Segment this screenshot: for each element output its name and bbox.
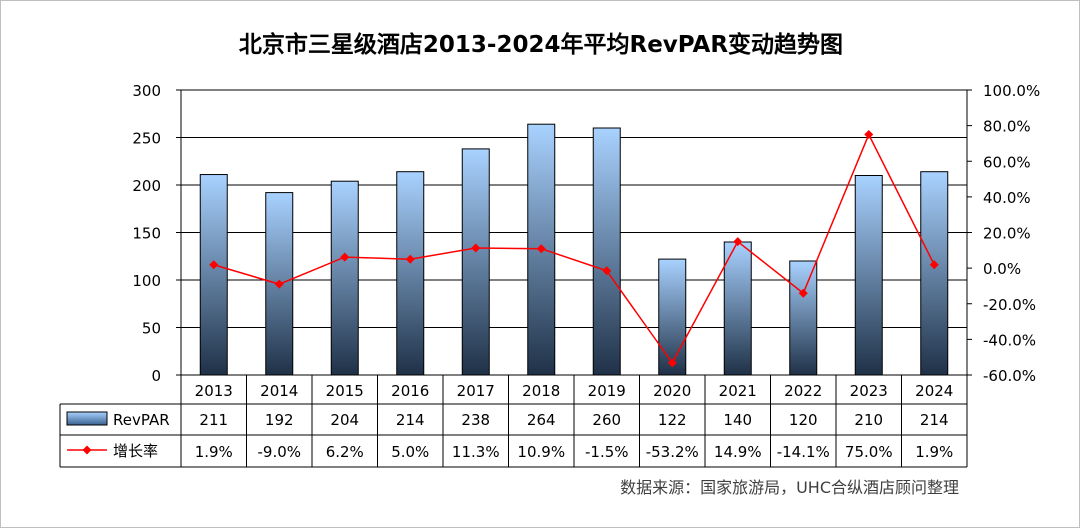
y-right-tick-label: 20.0%: [983, 225, 1031, 243]
revpar-data-label: 214: [920, 411, 949, 429]
growth-data-label: 6.2%: [326, 443, 364, 461]
y-right-tick-label: 80.0%: [983, 118, 1031, 136]
x-tick-label: 2021: [719, 382, 757, 400]
x-tick-label: 2020: [653, 382, 691, 400]
growth-point-2022: [798, 288, 808, 298]
y-left-tick-label: 250: [132, 130, 161, 148]
y-left-tick-label: 50: [142, 320, 161, 338]
x-tick-label: 2018: [522, 382, 560, 400]
y-right-tick-label: 0.0%: [983, 260, 1021, 278]
growth-data-label: 1.9%: [195, 443, 233, 461]
bar-revpar-2015: [330, 180, 359, 376]
bar-revpar-2023: [854, 175, 883, 376]
x-tick-label: 2017: [457, 382, 495, 400]
growth-data-label: -9.0%: [257, 443, 301, 461]
bar-revpar-2016: [396, 171, 425, 376]
bar-revpar-2022: [789, 260, 818, 376]
bar-revpar-2020: [658, 258, 687, 376]
legend-label-growth: 增长率: [113, 442, 158, 460]
growth-rate-line: [213, 132, 935, 365]
growth-data-label: 14.9%: [714, 443, 762, 461]
growth-point-2019: [602, 266, 612, 276]
growth-data-label: 75.0%: [845, 443, 893, 461]
growth-data-label: 5.0%: [391, 443, 429, 461]
revpar-data-label: 120: [789, 411, 818, 429]
y-left-tick-label: 200: [132, 177, 161, 195]
growth-data-label: -14.1%: [777, 443, 830, 461]
growth-point-2014: [274, 279, 284, 289]
y-left-tick-label: 300: [132, 82, 161, 100]
growth-data-label: 10.9%: [517, 443, 565, 461]
legend-label-revpar: RevPAR: [113, 411, 170, 429]
growth-point-2020: [667, 358, 677, 368]
y-right-tick-label: -20.0%: [983, 296, 1036, 314]
bar-revpar-2021: [723, 241, 752, 376]
legend-key-growth-marker: [82, 445, 92, 455]
bar-revpar-2024: [920, 171, 949, 376]
revpar-data-label: 140: [723, 411, 752, 429]
growth-point-2015: [340, 252, 350, 262]
y-right-tick-label: 40.0%: [983, 189, 1031, 207]
revpar-data-label: 204: [330, 411, 359, 429]
y-right-tick-label: -60.0%: [983, 367, 1036, 385]
growth-point-2023: [864, 130, 874, 140]
x-tick-label: 2016: [391, 382, 429, 400]
y-left-tick-label: 100: [132, 272, 161, 290]
x-tick-label: 2014: [260, 382, 298, 400]
growth-data-label: -53.2%: [646, 443, 699, 461]
x-tick-label: 2015: [326, 382, 364, 400]
x-tick-label: 2022: [784, 382, 822, 400]
revpar-data-label: 238: [461, 411, 490, 429]
y-right-tick-label: 60.0%: [983, 153, 1031, 171]
y-right-tick-label: 100.0%: [983, 82, 1040, 100]
y-right-tick-label: -40.0%: [983, 331, 1036, 349]
revpar-data-label: 192: [265, 411, 294, 429]
x-tick-label: 2023: [850, 382, 888, 400]
growth-point-2017: [471, 243, 481, 253]
y-left-tick-label: 0: [151, 367, 161, 385]
growth-point-2024: [929, 260, 939, 270]
growth-data-label: 11.3%: [452, 443, 500, 461]
revpar-data-label: 260: [592, 411, 621, 429]
revpar-data-label: 211: [199, 411, 228, 429]
growth-point-2021: [733, 237, 743, 247]
bar-revpar-2019: [592, 127, 621, 376]
revpar-data-label: 210: [854, 411, 883, 429]
growth-data-label: 1.9%: [915, 443, 953, 461]
bar-revpar-2017: [461, 148, 490, 376]
x-tick-label: 2019: [588, 382, 626, 400]
chart-title: 北京市三星级酒店2013-2024年平均RevPAR变动趋势图: [238, 32, 844, 58]
y-left-tick-label: 150: [132, 225, 161, 243]
x-tick-label: 2024: [915, 382, 953, 400]
revpar-data-label: 122: [658, 411, 687, 429]
growth-point-2018: [536, 244, 546, 254]
legend-key-revpar: [66, 411, 108, 426]
growth-point-2013: [209, 260, 219, 270]
growth-point-2016: [405, 254, 415, 264]
bar-revpar-2013: [199, 174, 228, 376]
revpar-data-label: 264: [527, 411, 556, 429]
source-note: 数据来源：国家旅游局，UHC合纵酒店顾问整理: [620, 478, 959, 497]
x-tick-label: 2013: [195, 382, 233, 400]
revpar-data-label: 214: [396, 411, 425, 429]
growth-data-label: -1.5%: [585, 443, 629, 461]
